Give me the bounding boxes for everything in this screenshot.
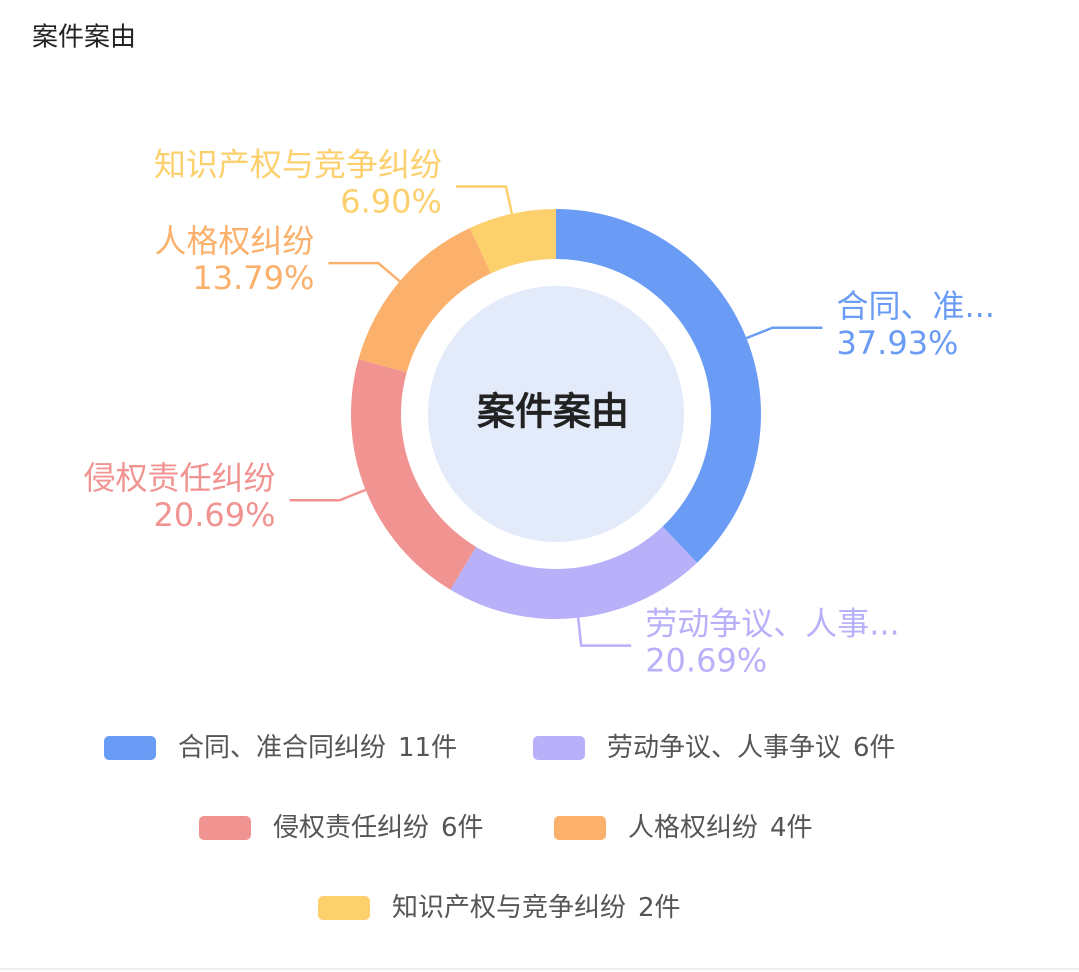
legend-value: 6件 — [853, 733, 896, 763]
donut-center — [428, 286, 684, 542]
legend-item[interactable]: 合同、准合同纠纷 11件 — [104, 733, 457, 763]
slice-label: 侵权责任纠纷 — [84, 459, 276, 497]
legend-name: 侵权责任纠纷 — [273, 813, 429, 843]
slice-percent: 20.69% — [645, 642, 767, 680]
leader-line — [455, 185, 514, 215]
slice-percent: 37.93% — [836, 324, 958, 362]
slice-label: 人格权纠纷 — [154, 222, 314, 260]
legend-label: 合同、准合同纠纷 11件 — [178, 733, 457, 763]
legend-value: 11件 — [398, 733, 457, 763]
donut-slice — [358, 227, 491, 373]
legend-value: 4件 — [770, 813, 813, 843]
center-label: 案件案由 — [477, 390, 629, 434]
donut-slice — [351, 359, 477, 590]
leader-line — [576, 617, 632, 647]
legend-swatch — [104, 736, 156, 760]
page-title: 案件案由 — [32, 23, 136, 53]
legend-item[interactable]: 知识产权与竞争纠纷 2件 — [318, 893, 681, 923]
legend-name: 劳动争议、人事争议 — [607, 733, 841, 763]
slice-percent: 6.90% — [340, 182, 442, 220]
legend-name: 合同、准合同纠纷 — [178, 733, 386, 763]
legend-value: 6件 — [441, 813, 484, 843]
legend-swatch — [554, 816, 606, 840]
slice-label: 劳动争议、人事... — [645, 605, 900, 643]
slice-percent: 13.79% — [192, 259, 314, 297]
legend-item[interactable]: 侵权责任纠纷 6件 — [199, 813, 484, 843]
legend-label: 人格权纠纷 4件 — [628, 813, 813, 843]
slice-label: 合同、准... — [836, 287, 995, 325]
leader-line — [289, 488, 367, 502]
donut-slice — [556, 209, 761, 563]
legend-item[interactable]: 人格权纠纷 4件 — [554, 813, 813, 843]
legend-swatch — [199, 816, 251, 840]
donut-slice — [450, 526, 697, 620]
legend-label: 知识产权与竞争纠纷 2件 — [392, 893, 681, 923]
legend-name: 知识产权与竞争纠纷 — [392, 893, 626, 923]
leader-line — [745, 326, 823, 340]
donut-slice — [469, 209, 556, 274]
legend-label: 侵权责任纠纷 6件 — [273, 813, 484, 843]
slice-percent: 20.69% — [154, 496, 276, 534]
legend-name: 人格权纠纷 — [628, 813, 758, 843]
legend-value: 2件 — [638, 893, 681, 923]
legend-swatch — [318, 896, 370, 920]
leader-line — [328, 261, 401, 283]
slice-label: 知识产权与竞争纠纷 — [154, 145, 442, 183]
legend-label: 劳动争议、人事争议 6件 — [607, 733, 896, 763]
legend-item[interactable]: 劳动争议、人事争议 6件 — [533, 733, 896, 763]
legend-swatch — [533, 736, 585, 760]
